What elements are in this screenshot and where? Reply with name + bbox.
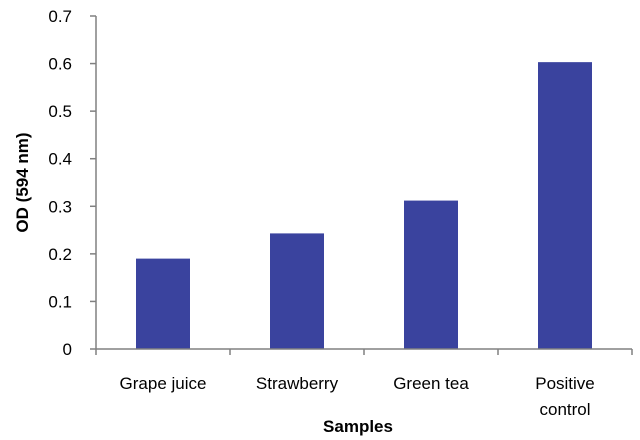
x-category-label: Grape juice: [120, 374, 207, 393]
x-axis-title: Samples: [323, 417, 393, 436]
y-tick-label: 0.7: [48, 7, 72, 26]
y-axis-tick-labels: 0 0.1 0.2 0.3 0.4 0.5 0.6 0.7: [48, 7, 72, 359]
bar: [538, 62, 592, 349]
y-axis-ticks: [90, 15, 96, 350]
bar: [136, 258, 190, 349]
x-axis-category-labels: Grape juice Strawberry Green tea Positive co…: [120, 374, 595, 419]
x-category-label: Strawberry: [256, 374, 339, 393]
bar: [270, 233, 324, 349]
bar: [404, 200, 458, 349]
x-category-label-line: Green tea: [393, 374, 469, 393]
x-axis-ticks: [95, 349, 633, 355]
x-category-label-line: Strawberry: [256, 374, 339, 393]
x-category-label: Green tea: [393, 374, 469, 393]
x-category-label-line: Positive: [535, 374, 595, 393]
x-category-label: Positive control: [535, 374, 595, 419]
y-tick-label: 0: [63, 340, 72, 359]
x-category-label-line: Grape juice: [120, 374, 207, 393]
y-tick-label: 0.6: [48, 55, 72, 74]
y-tick-label: 0.3: [48, 197, 72, 216]
x-category-label-line: control: [539, 400, 590, 419]
y-tick-label: 0.5: [48, 102, 72, 121]
y-tick-label: 0.2: [48, 245, 72, 264]
y-axis-title: OD (594 nm): [13, 132, 32, 232]
y-tick-label: 0.4: [48, 150, 72, 169]
bar-series: [136, 62, 592, 349]
y-tick-label: 0.1: [48, 292, 72, 311]
